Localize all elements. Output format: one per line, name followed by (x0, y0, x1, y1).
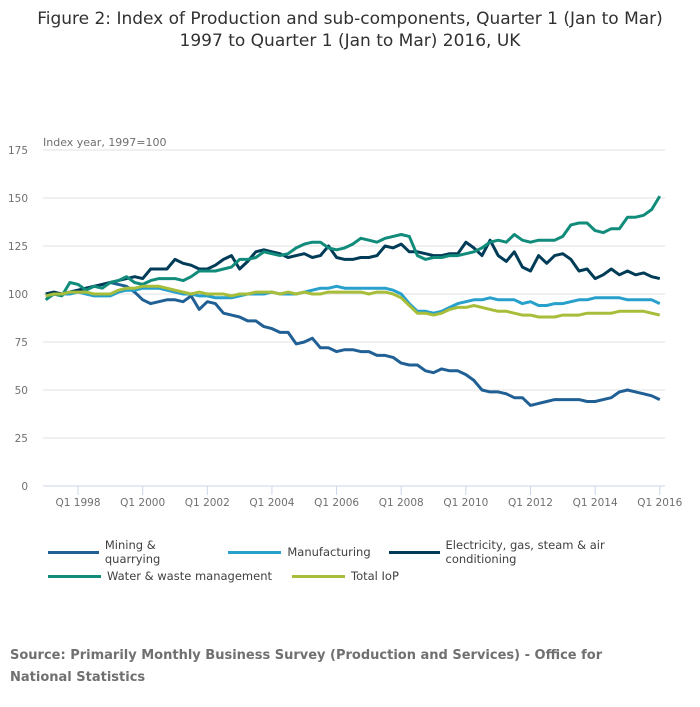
x-tick-label: Q1 2002 (185, 497, 230, 509)
legend-label-water: Water & waste management (107, 569, 272, 583)
x-tick-label: Q1 2012 (508, 497, 553, 509)
chart-title-line1: Figure 2: Index of Production and sub-co… (37, 9, 663, 29)
legend-row-2: Water & waste management Total IoP (48, 564, 688, 588)
series-line-mining-quarrying[interactable] (45, 281, 661, 407)
y-axis-label: Index year, 1997=100 (43, 136, 167, 149)
y-tick-label: 175 (8, 145, 28, 157)
x-tick-label: Q1 2014 (573, 497, 618, 509)
y-tick-label: 50 (15, 385, 28, 397)
legend-swatch-manufacturing (228, 550, 282, 554)
legend-label-total-iop: Total IoP (351, 569, 399, 583)
legend-swatch-total-iop (292, 574, 345, 578)
legend-item-total-iop[interactable]: Total IoP (292, 569, 399, 583)
series-line-water-waste-management[interactable] (44, 195, 662, 302)
line-chart: 0 25 50 75 100 125 150 175 Index year, 1997=100… (8, 136, 683, 509)
legend-item-water[interactable]: Water & waste management (48, 569, 272, 583)
legend-item-manufacturing[interactable]: Manufacturing (228, 545, 371, 559)
legend-label-mining: Mining & quarrying (104, 538, 161, 566)
x-tick-label: Q1 2008 (379, 497, 424, 509)
y-tick-label: 125 (8, 241, 28, 253)
y-tick-label: 150 (8, 193, 28, 205)
legend-row-1: Mining & quarrying Manufacturing Electri… (48, 538, 688, 566)
series-lines (44, 195, 662, 407)
chart-title-line2: 1997 to Quarter 1 (Jan to Mar) 2016, UK (179, 31, 521, 51)
source-note: Source: Primarily Monthly Business Surve… (10, 648, 603, 685)
legend-item-electricity[interactable]: Electricity, gas, steam & air conditioni… (388, 538, 670, 566)
series-line-total-iop[interactable] (45, 284, 661, 319)
legend-swatch-mining (48, 550, 99, 554)
gridlines (43, 149, 665, 439)
legend-swatch-water (48, 574, 101, 578)
y-tick-label: 25 (15, 433, 28, 445)
series-line-manufacturing[interactable] (45, 284, 661, 315)
series-line-electricity-gas-steam-air-conditioning[interactable] (45, 238, 661, 296)
x-tick-label: Q1 1998 (56, 497, 101, 509)
y-tick-label: 0 (21, 481, 28, 493)
y-tick-label: 75 (15, 337, 28, 349)
legend-label-electricity: Electricity, gas, steam & air conditioni… (445, 538, 605, 566)
y-axis: 0 25 50 75 100 125 150 175 (8, 145, 28, 493)
x-tick-label: Q1 2016 (637, 497, 682, 509)
x-tick-label: Q1 2000 (120, 497, 165, 509)
legend-item-mining[interactable]: Mining & quarrying (48, 538, 210, 566)
x-tick-label: Q1 2004 (249, 497, 294, 509)
legend-swatch-electricity (388, 550, 440, 554)
y-tick-label: 100 (8, 289, 28, 301)
x-axis: Q1 1998 Q1 2000 Q1 2002 Q1 2004 Q1 2006 Q1 20… (43, 485, 683, 509)
chart-title: Figure 2: Index of Production and sub-co… (0, 8, 700, 52)
chart-legend: Mining & quarrying Manufacturing Electri… (48, 538, 688, 588)
legend-label-manufacturing: Manufacturing (287, 545, 371, 559)
x-tick-label: Q1 2010 (443, 497, 488, 509)
x-tick-label: Q1 2006 (314, 497, 359, 509)
